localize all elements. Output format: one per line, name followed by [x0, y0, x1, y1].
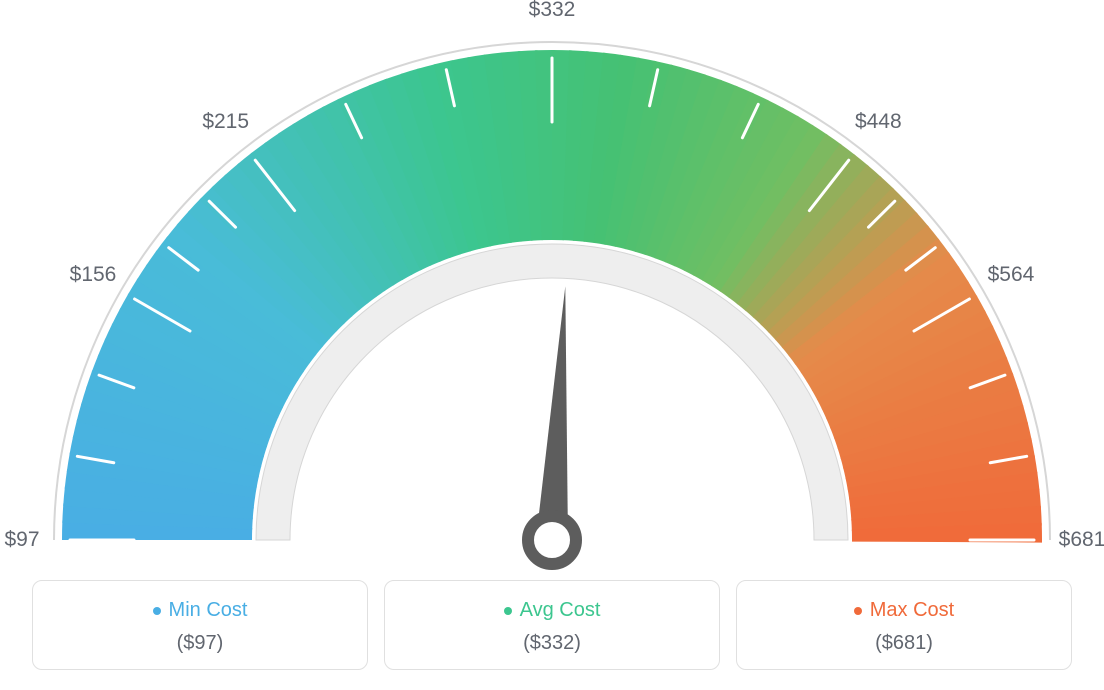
legend-title-max: Max Cost	[854, 599, 954, 622]
gauge-tick-label: $448	[855, 110, 902, 134]
gauge-tick-label: $332	[529, 0, 576, 22]
gauge-tick-label: $156	[70, 263, 117, 287]
legend-row: Min Cost ($97) Avg Cost ($332) Max Cost …	[32, 580, 1072, 670]
legend-label-avg: Avg Cost	[520, 599, 601, 622]
legend-dot-avg	[504, 607, 512, 615]
legend-card-max: Max Cost ($681)	[736, 580, 1072, 670]
legend-card-min: Min Cost ($97)	[32, 580, 368, 670]
legend-dot-min	[153, 607, 161, 615]
legend-label-max: Max Cost	[870, 599, 954, 622]
legend-value-max: ($681)	[749, 632, 1059, 655]
legend-value-avg: ($332)	[397, 632, 707, 655]
gauge-tick-label: $97	[4, 528, 39, 552]
gauge-tick-label: $564	[988, 263, 1035, 287]
gauge-tick-label: $215	[202, 110, 249, 134]
legend-value-min: ($97)	[45, 632, 355, 655]
legend-dot-max	[854, 607, 862, 615]
gauge-chart: $97$156$215$332$448$564$681	[0, 10, 1104, 570]
legend-card-avg: Avg Cost ($332)	[384, 580, 720, 670]
legend-label-min: Min Cost	[169, 599, 248, 622]
legend-title-min: Min Cost	[153, 599, 248, 622]
legend-title-avg: Avg Cost	[504, 599, 601, 622]
gauge-tick-label: $681	[1059, 528, 1104, 552]
gauge-svg	[0, 10, 1104, 570]
